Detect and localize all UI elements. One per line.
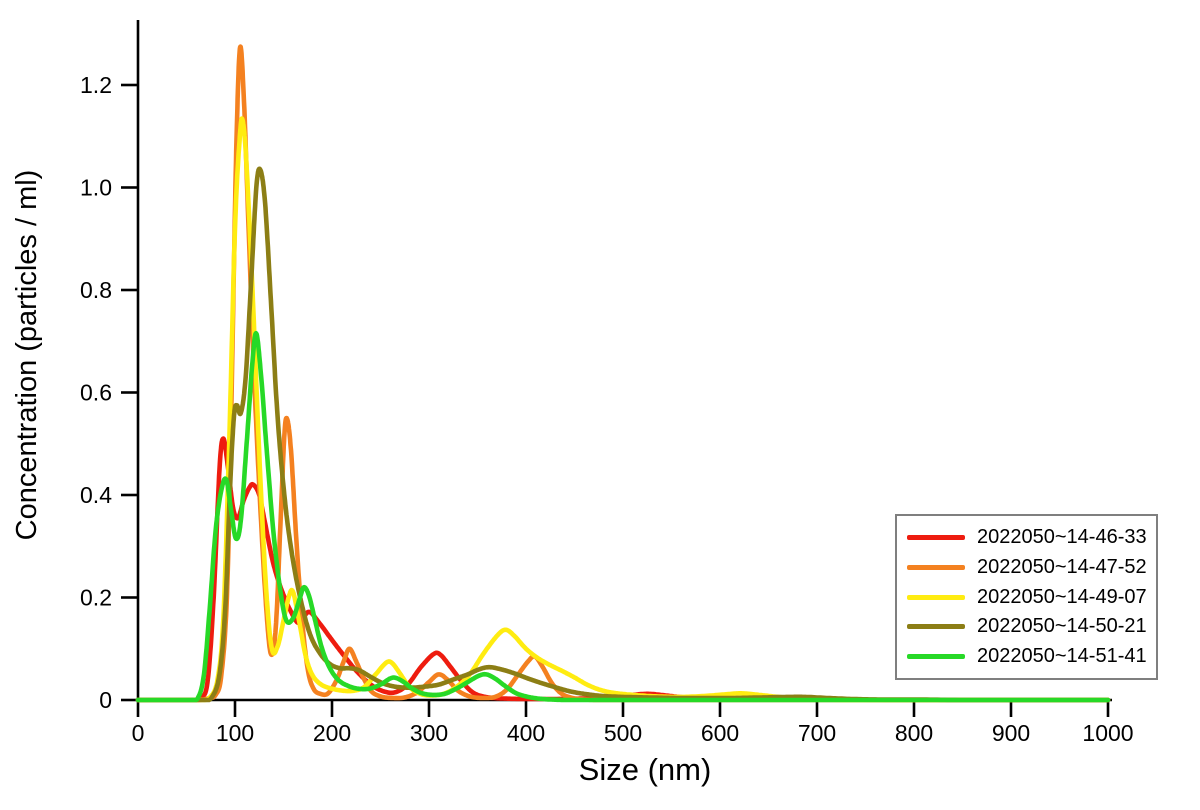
x-tick-label: 400 bbox=[507, 720, 545, 746]
legend-entry: 2022050~14-47-52 bbox=[907, 553, 1156, 583]
x-tick-label: 1000 bbox=[1082, 720, 1133, 746]
x-tick-label: 700 bbox=[798, 720, 836, 746]
y-tick-label: 1.0 bbox=[80, 175, 112, 201]
x-tick-label: 0 bbox=[132, 720, 145, 746]
legend-label: 2022050~14-50-21 bbox=[977, 615, 1147, 638]
legend-entry: 2022050~14-50-21 bbox=[907, 612, 1156, 642]
legend-label: 2022050~14-51-41 bbox=[977, 644, 1147, 667]
legend-swatch bbox=[907, 535, 965, 541]
legend-swatch bbox=[907, 624, 965, 630]
series-lines bbox=[135, 44, 1111, 703]
legend-swatch bbox=[907, 594, 965, 600]
x-tick-label: 200 bbox=[313, 720, 351, 746]
legend: 2022050~14-46-33 2022050~14-47-52 2022050~… bbox=[895, 514, 1158, 680]
y-tick-label: 0.8 bbox=[80, 277, 112, 303]
x-tick-label: 800 bbox=[895, 720, 933, 746]
tick-labels: 0 0.2 0.4 0.6 0.8 1.0 1.2 0 100 200 300 400 500 600 70… bbox=[80, 72, 1134, 746]
x-tick-label: 300 bbox=[410, 720, 448, 746]
legend-label: 2022050~14-49-07 bbox=[977, 585, 1147, 608]
x-tick-label: 100 bbox=[216, 720, 254, 746]
legend-label: 2022050~14-47-52 bbox=[977, 555, 1147, 578]
y-axis-title: Concentration (particles / ml) bbox=[11, 170, 43, 541]
x-tick-label: 600 bbox=[701, 720, 739, 746]
x-tick-label: 500 bbox=[604, 720, 642, 746]
legend-swatch bbox=[907, 564, 965, 570]
legend-label: 2022050~14-46-33 bbox=[977, 526, 1147, 549]
series-line-5 bbox=[135, 330, 1111, 703]
legend-swatch bbox=[907, 653, 965, 659]
y-tick-label: 0.4 bbox=[80, 482, 112, 508]
y-tick-label: 0.2 bbox=[80, 585, 112, 611]
y-tick-label: 0.6 bbox=[80, 380, 112, 406]
x-tick-label: 900 bbox=[992, 720, 1030, 746]
y-tick-label: 1.2 bbox=[80, 72, 112, 98]
legend-entry: 2022050~14-46-33 bbox=[907, 523, 1156, 553]
legend-entry: 2022050~14-49-07 bbox=[907, 582, 1156, 612]
legend-entry: 2022050~14-51-41 bbox=[907, 641, 1156, 671]
y-tick-label: 0 bbox=[99, 687, 112, 713]
x-axis-title: Size (nm) bbox=[579, 752, 712, 787]
